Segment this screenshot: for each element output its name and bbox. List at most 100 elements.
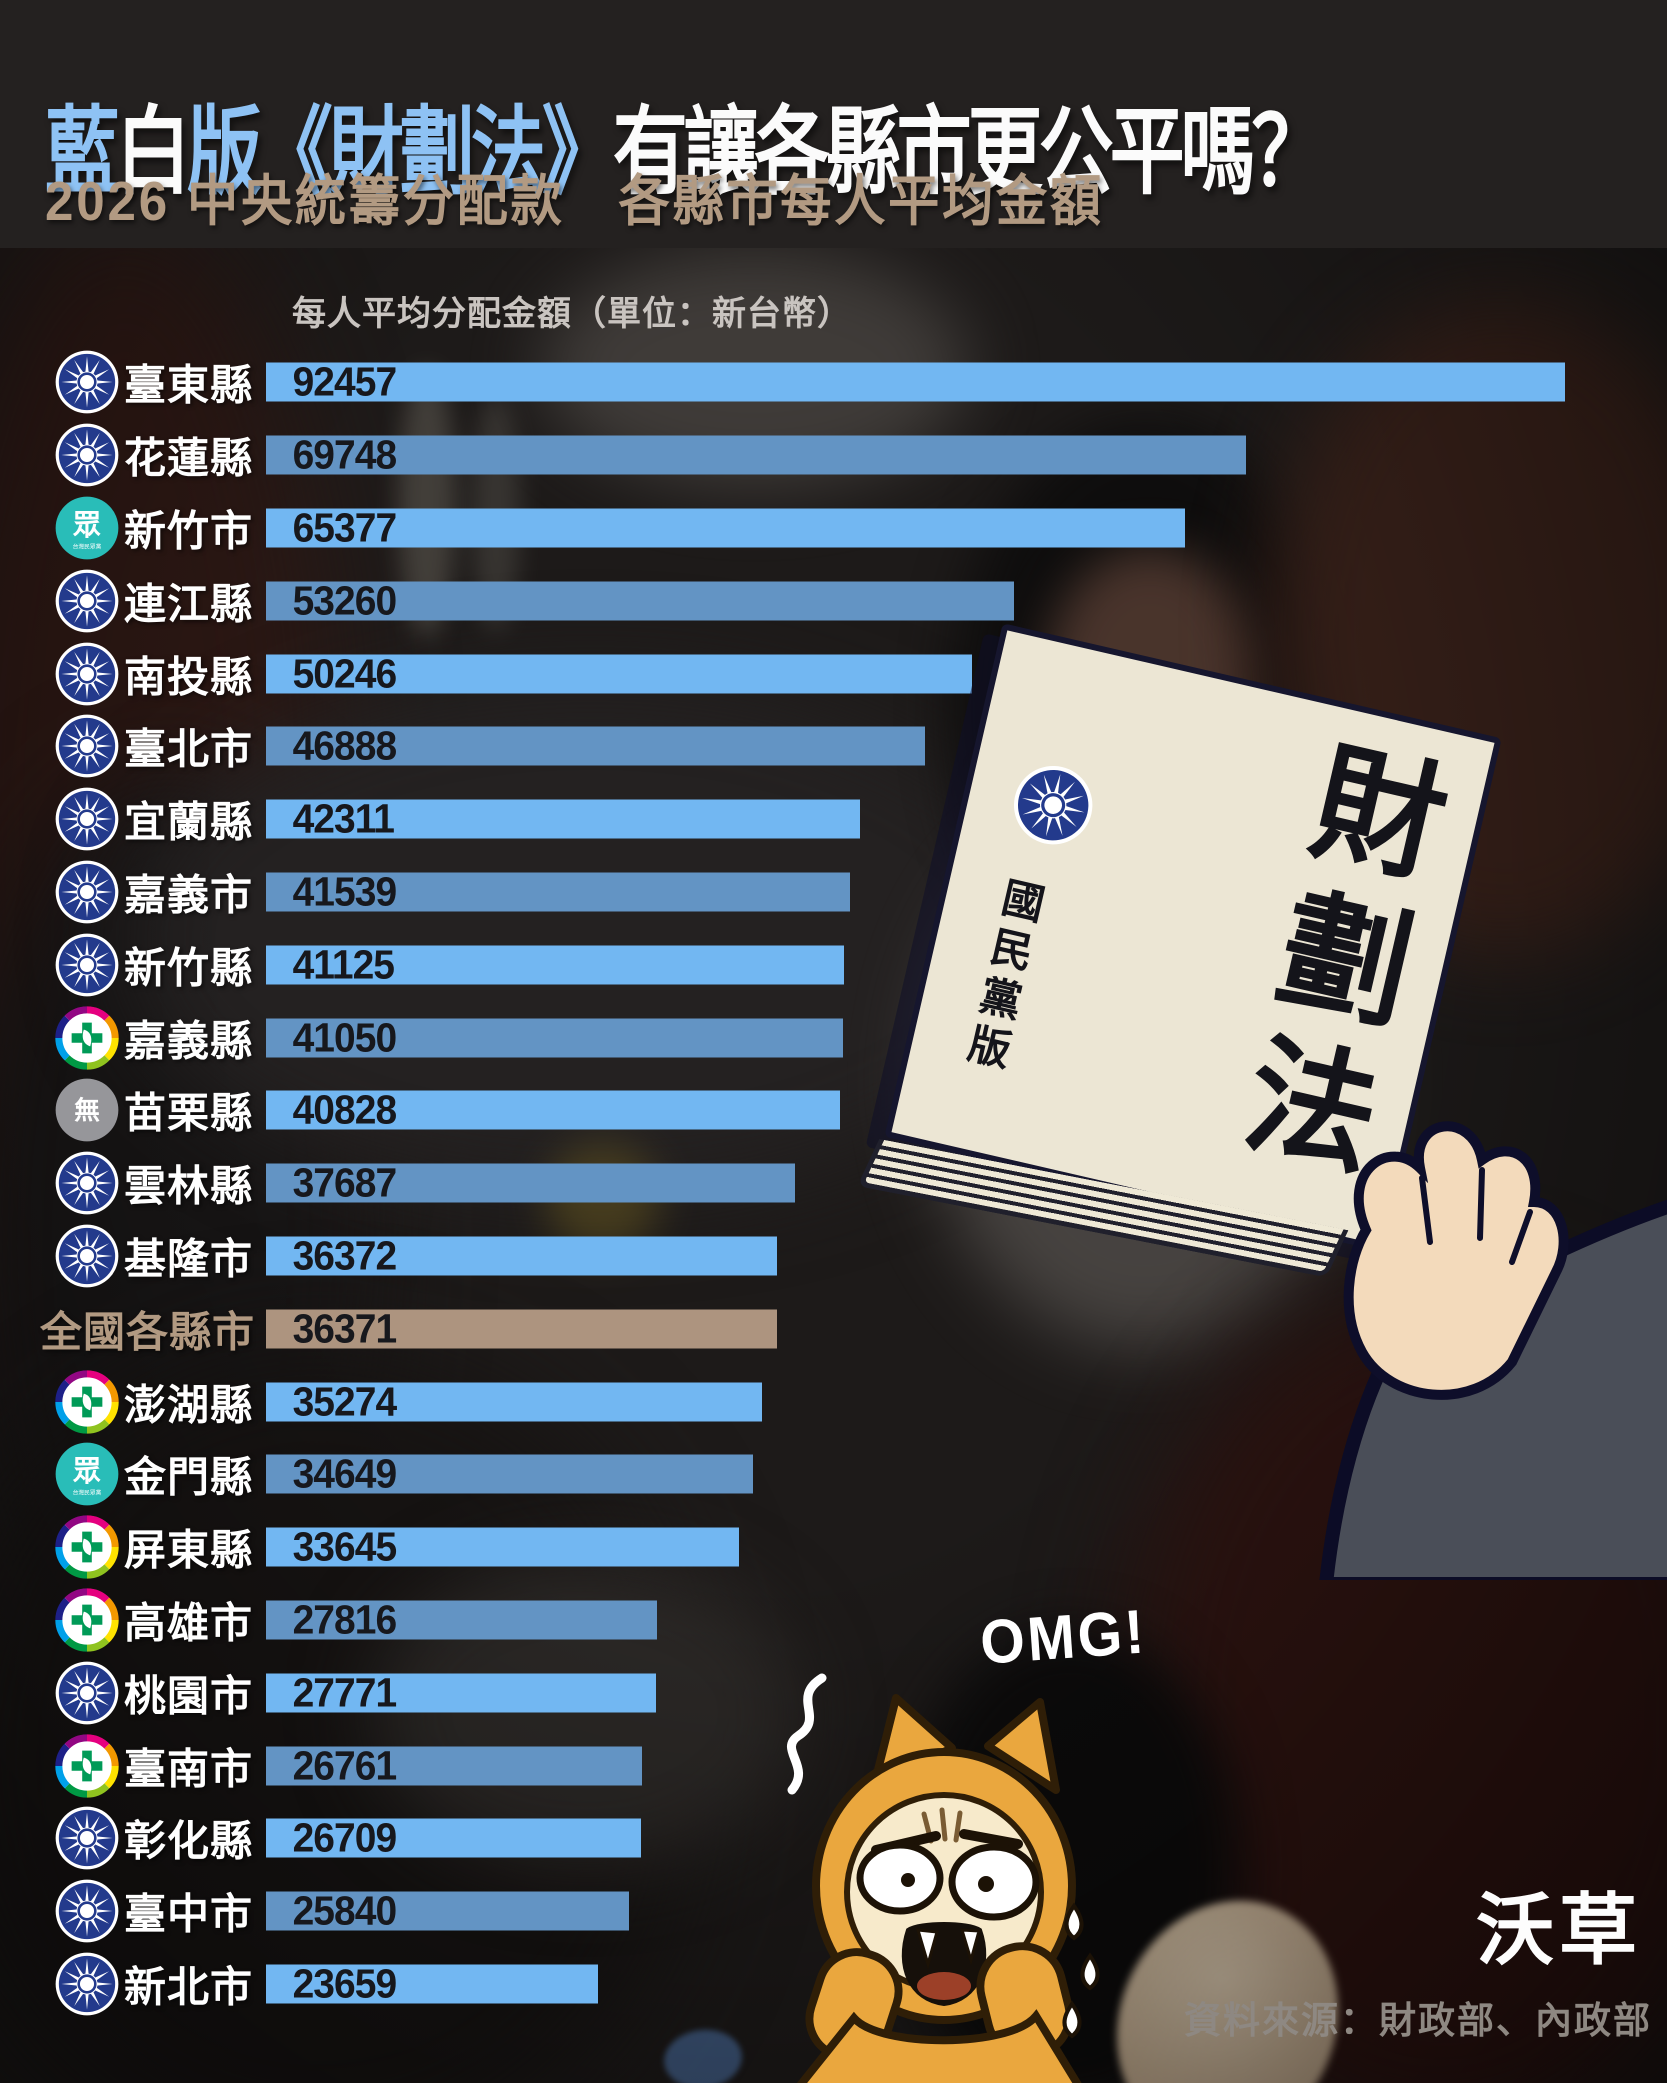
hand-illustration (1319, 1121, 1667, 1580)
county-label: 嘉義市 (124, 871, 254, 919)
county-label: 新北市 (124, 1963, 254, 2011)
page-subtitle: 2026 中央統籌分配款 各縣市每人平均金額 (45, 170, 1104, 232)
bar-value: 41050 (292, 1014, 398, 1061)
value-bar: 26709 (266, 1814, 641, 1861)
bar-value: 26761 (292, 1742, 398, 1789)
value-bar: 53260 (266, 577, 1014, 624)
value-bar: 41050 (266, 1014, 843, 1061)
kmt-emblem-icon (1005, 757, 1101, 853)
chart-row: 澎湖縣 35274 (0, 1365, 1667, 1438)
county-label: 高雄市 (124, 1599, 254, 1647)
value-bar: 41125 (266, 941, 844, 988)
kmt-party-icon (55, 1806, 119, 1870)
county-label: 南投縣 (124, 653, 254, 701)
value-bar: 27816 (266, 1599, 657, 1640)
county-label: 嘉義縣 (124, 1017, 254, 1065)
chart-row: 眾台灣民眾黨 金門縣 34649 (0, 1438, 1667, 1511)
tpp-party-icon: 眾台灣民眾黨 (55, 496, 119, 560)
title-segment: 有讓各縣市更公平嗎？ (612, 99, 1327, 207)
bill-document: 國民黨版 財劃法 (884, 623, 1502, 1252)
value-bar: 35274 (266, 1378, 762, 1425)
county-label: 新竹市 (124, 507, 254, 555)
chart-row: 屏東縣 33645 (0, 1511, 1667, 1584)
bar-value: 41125 (292, 941, 395, 988)
bar-value: 26709 (292, 1814, 398, 1861)
county-label: 澎湖縣 (124, 1381, 254, 1429)
value-bar: 27771 (266, 1672, 656, 1713)
chart-row: 嘉義縣 41050 (0, 1001, 1667, 1074)
chart-row: 新北市 23659 (0, 1948, 1667, 2021)
svg-text:台灣民眾黨: 台灣民眾黨 (73, 542, 102, 550)
svg-text:無: 無 (74, 1096, 100, 1125)
county-label: 新竹縣 (124, 944, 254, 992)
value-bar: 50246 (266, 653, 972, 694)
dpp-party-icon (55, 1005, 119, 1070)
value-bar: 33645 (266, 1526, 739, 1567)
chart-row: 眾台灣民眾黨 新竹市 65377 (0, 492, 1667, 565)
kmt-party-icon (55, 933, 119, 997)
dpp-party-icon (55, 1733, 119, 1798)
bar-value: 40828 (292, 1086, 398, 1133)
chart-row: 新竹縣 41125 (0, 928, 1667, 1001)
county-label: 臺南市 (124, 1745, 254, 1793)
county-label: 基隆市 (124, 1235, 254, 1283)
bar-value: 65377 (292, 504, 398, 551)
bar-value: 36371 (292, 1305, 398, 1352)
bar-value: 36372 (292, 1232, 398, 1279)
chart-row: 嘉義市 41539 (0, 856, 1667, 929)
value-bar: 26761 (266, 1742, 642, 1789)
bill-document-illustration: 國民黨版 財劃法 (884, 623, 1667, 1320)
bar-value: 69748 (292, 431, 398, 478)
title-segment: 白 (115, 99, 191, 207)
chart-row: 高雄市 27816 (0, 1584, 1667, 1657)
value-bar: 23659 (266, 1963, 598, 2004)
tpp-party-icon: 眾台灣民眾黨 (55, 1442, 119, 1506)
chart-row: 基隆市 36372 (0, 1220, 1667, 1293)
kmt-party-icon (55, 860, 119, 924)
value-bar: 40828 (266, 1086, 840, 1133)
chart-row: 花蓮縣 69748 (0, 419, 1667, 492)
chart-row: 宜蘭縣 42311 (0, 783, 1667, 856)
county-label: 宜蘭縣 (124, 798, 254, 846)
bar-value: 53260 (292, 577, 398, 624)
svg-text:眾: 眾 (72, 509, 101, 540)
county-label: 屏東縣 (124, 1526, 254, 1574)
bar-value: 35274 (292, 1378, 398, 1425)
bar-value: 42311 (292, 795, 395, 842)
value-bar: 42311 (266, 795, 860, 842)
chart-row: 臺北市 46888 (0, 710, 1667, 783)
bar-chart: 臺東縣 92457 花蓮縣 69748 眾台灣民眾黨 新竹市 65377 連江縣 53260 南投… (0, 346, 1667, 2020)
bar-value: 25840 (292, 1887, 398, 1934)
bar-value: 37687 (292, 1159, 398, 1206)
value-bar: 37687 (266, 1159, 795, 1206)
dpp-party-icon (55, 1369, 119, 1434)
kmt-party-icon (55, 787, 119, 851)
county-label: 彰化縣 (124, 1817, 254, 1865)
county-label: 臺北市 (124, 725, 254, 773)
value-bar: 36372 (266, 1232, 777, 1279)
kmt-party-icon (55, 1661, 119, 1725)
chart-row: 無苗栗縣 40828 (0, 1074, 1667, 1147)
value-bar: 41539 (266, 868, 850, 915)
chart-row: 臺中市 25840 (0, 1875, 1667, 1948)
value-bar: 25840 (266, 1887, 629, 1934)
watchout-logo: 沃草 (1476, 1886, 1643, 1974)
chart-row: 臺東縣 92457 (0, 346, 1667, 419)
county-label: 全國各縣市 (40, 1308, 256, 1356)
chart-row: 連江縣 53260 (0, 564, 1667, 637)
chart-row: 雲林縣 37687 (0, 1147, 1667, 1220)
county-label: 桃園市 (124, 1672, 254, 1720)
county-label: 雲林縣 (124, 1162, 254, 1210)
bar-value: 41539 (292, 868, 398, 915)
county-label: 連江縣 (124, 580, 254, 628)
shock-squiggle-icon (787, 1673, 827, 1795)
kmt-party-icon (55, 569, 119, 633)
data-source-note: 資料來源：財政部、內政部 (1184, 2000, 1652, 2041)
chart-row: 南投縣 50246 (0, 637, 1667, 710)
value-bar: 34649 (266, 1453, 753, 1494)
kmt-party-icon (55, 1224, 119, 1288)
shocked-cat-mascot (796, 1694, 1100, 2083)
value-bar: 65377 (266, 504, 1185, 551)
county-label: 花蓮縣 (124, 434, 254, 482)
